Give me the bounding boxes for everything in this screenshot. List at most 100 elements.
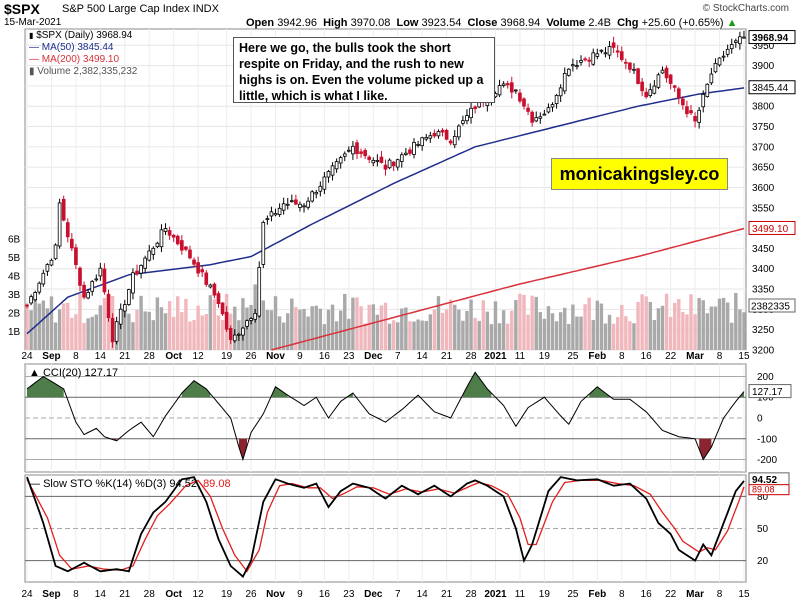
volume-bar [212, 299, 217, 350]
candle-body [220, 302, 225, 315]
candle-body [725, 48, 730, 55]
price-label-text: 3499.10 [752, 224, 789, 235]
volume-bar [514, 300, 518, 350]
volume-bar [334, 321, 339, 350]
volume-bar [241, 298, 245, 350]
watermark-badge: monicakingsley.co [551, 158, 728, 190]
volume-bar [314, 305, 318, 350]
cci-axis-tick: 0 [757, 414, 763, 425]
candle-body [375, 160, 380, 162]
volume-bar [338, 310, 343, 350]
candle-body [175, 235, 180, 245]
volume-bar [257, 312, 261, 350]
volume-bar [526, 314, 530, 350]
volume-bar [119, 308, 123, 350]
candle-body [253, 313, 257, 320]
volume-bar [563, 307, 567, 350]
volume-bar [163, 313, 168, 350]
candle-body [571, 64, 575, 67]
candle-body [648, 89, 653, 97]
candle-body [241, 327, 245, 336]
x-axis-tick: 12 [193, 351, 205, 362]
volume-bar [167, 301, 172, 350]
price-axis-tick: 3450 [752, 244, 775, 255]
volume-bar [652, 320, 657, 350]
candle-body [542, 113, 547, 116]
quote-summary: Open 3942.96 High 3970.08 Low 3923.54 Cl… [246, 17, 737, 29]
candle-body [497, 85, 502, 96]
candle-body [90, 281, 95, 292]
volume-bar [147, 311, 151, 350]
volume-bar [351, 297, 355, 350]
brand-credit: © StockCharts.com [702, 3, 789, 14]
candle-body [713, 63, 718, 73]
candle-body [685, 106, 689, 115]
volume-bar [102, 298, 107, 350]
candle-body [102, 268, 107, 293]
candle-body [318, 185, 323, 192]
x-axis-tick: 7 [395, 351, 401, 362]
candle-body [575, 65, 579, 67]
candle-body [285, 203, 290, 206]
candle-body [330, 165, 335, 176]
candle-body [738, 36, 742, 45]
low-value: 3923.54 [421, 17, 462, 29]
legend-ma50-text: MA(50) 3845.44 [41, 42, 114, 53]
volume-bar [61, 303, 66, 350]
annotation-note: Here we go, the bulls took the short res… [233, 37, 495, 103]
candle-body [733, 40, 738, 43]
volume-bar [554, 321, 559, 350]
candle-body [444, 129, 449, 140]
volume-bar [265, 309, 270, 350]
x-axis-tick: 21 [119, 351, 131, 362]
open-label: Open [246, 17, 275, 29]
candle-body [436, 131, 441, 137]
x-axis-tick-bottom: 11 [515, 589, 526, 600]
candle-body [29, 296, 33, 304]
volume-axis-tick: 5B [8, 253, 21, 264]
volume-bar [717, 298, 722, 350]
x-axis-tick-bottom: 23 [343, 589, 355, 600]
x-axis-tick-bottom: 7 [395, 589, 401, 600]
candle-body [184, 246, 188, 250]
volume-bar [457, 309, 461, 350]
x-axis-tick-bottom: 16 [319, 589, 331, 600]
volume-bar [550, 313, 555, 350]
candle-body [196, 262, 200, 274]
volume-bar [151, 320, 156, 350]
x-axis-tick-bottom: 19 [221, 589, 233, 600]
volume-bar [448, 299, 453, 350]
volume-bar [587, 297, 591, 350]
volume-bar [713, 306, 718, 350]
volume-bar [664, 293, 669, 350]
volume-bar [49, 296, 54, 350]
volume-bar [347, 318, 351, 350]
x-axis-tick: 15 [738, 351, 750, 362]
candle-body [310, 191, 315, 202]
price-axis-tick: 3550 [752, 203, 775, 214]
legend-price: ▮ $SPX (Daily) 3968.94 [29, 30, 132, 41]
volume-bar [567, 324, 571, 350]
x-axis-tick-bottom: 8 [73, 589, 79, 600]
candle-body [379, 156, 384, 163]
price-label-box [748, 80, 796, 95]
volume-bar [485, 311, 490, 350]
volume-bar [82, 323, 86, 350]
x-axis-tick: 22 [665, 351, 677, 362]
cci-label-text: 127.17 [752, 387, 783, 398]
candle-body [367, 156, 372, 160]
volume-bar [188, 321, 192, 350]
volume-bar [453, 304, 457, 350]
volume-bar [583, 304, 587, 350]
x-axis-tick: 14 [417, 351, 429, 362]
candle-body [611, 42, 616, 48]
x-axis-tick: Oct [165, 351, 182, 362]
candle-body [505, 83, 510, 86]
candle-body [709, 73, 714, 84]
volume-bar [192, 319, 196, 350]
candle-body [147, 250, 152, 261]
candle-body [550, 104, 555, 108]
x-axis-tick-bottom: 15 [738, 589, 750, 600]
candle-body [566, 68, 571, 76]
price-axis-tick: 3200 [752, 346, 775, 357]
